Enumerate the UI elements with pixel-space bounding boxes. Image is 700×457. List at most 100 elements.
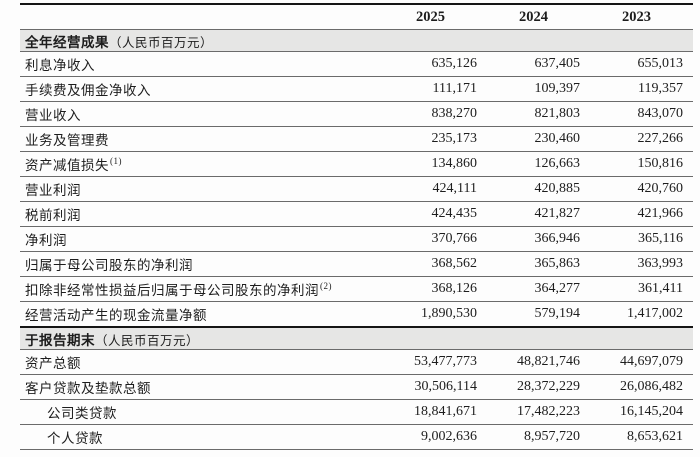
row-value-2023: 655,013: [637, 56, 684, 71]
row-value-2024: 421,827: [534, 206, 581, 221]
section-header-cell: 于报告期末（人民币百万元）: [20, 329, 693, 349]
row-label-cell: 税前利润: [20, 204, 384, 224]
table-row: 客户贷款及垫款总额 30,506,114 28,372,229 26,086,4…: [20, 375, 693, 400]
table-row: 经营活动产生的现金流量净额 1,890,530 579,194 1,417,00…: [20, 302, 693, 326]
row-value-2025: 1,890,530: [421, 306, 477, 321]
row-value-2025: 370,766: [431, 231, 478, 246]
row-label: 业务及管理费: [25, 133, 109, 148]
row-label: 税前利润: [25, 208, 81, 223]
row-value-2025: 368,126: [431, 281, 478, 296]
row-label: 利息净收入: [25, 58, 95, 73]
row-value-2024: 126,663: [534, 156, 581, 171]
section-rows: 利息净收入 635,126 637,405 655,013 手续费及佣金净收入 …: [20, 52, 693, 326]
section-title: 全年经营成果: [25, 34, 109, 50]
table-row: 营业收入 838,270 821,803 843,070: [20, 102, 693, 127]
row-footnote-marker: (2): [320, 281, 332, 291]
row-value-2025: 111,171: [432, 81, 477, 96]
table-row: 资产减值损失(1) 134,860 126,663 150,816: [20, 152, 693, 177]
row-label-cell: 资产减值损失(1): [20, 154, 384, 174]
row-value-2024: 364,277: [534, 281, 581, 296]
row-value-2023: 363,993: [637, 256, 684, 271]
row-value-2025: 53,477,773: [414, 354, 477, 369]
row-value-2024: 821,803: [534, 106, 581, 121]
row-value-2025: 30,506,114: [414, 379, 477, 394]
row-label-cell: 手续费及佣金净收入: [20, 79, 384, 99]
row-value-2025: 18,841,671: [414, 404, 477, 419]
column-header-2024: 2024: [519, 8, 548, 25]
row-value-2025: 838,270: [431, 106, 478, 121]
section-title: 于报告期末: [25, 332, 95, 348]
row-value-2025: 9,002,636: [421, 429, 477, 444]
row-label: 手续费及佣金净收入: [25, 83, 151, 98]
row-value-2024: 28,372,229: [517, 379, 580, 394]
section-unit-note: （人民币百万元）: [95, 333, 200, 348]
row-label-cell: 利息净收入: [20, 54, 384, 74]
year-header-row: 2025 2024 2023: [20, 3, 693, 30]
table-section: 于报告期末（人民币百万元） 资产总额 53,477,773 48,821,746…: [20, 326, 693, 450]
column-header-2025: 2025: [416, 8, 445, 25]
row-value-2024: 366,946: [534, 231, 581, 246]
table-row: 公司类贷款 18,841,671 17,482,223 16,145,204: [20, 400, 693, 425]
row-value-2023: 119,357: [638, 81, 683, 96]
table-row: 个人贷款 9,002,636 8,957,720 8,653,621: [20, 425, 693, 450]
row-label: 净利润: [25, 233, 67, 248]
row-label-cell: 营业收入: [20, 104, 384, 124]
row-value-2025: 134,860: [431, 156, 478, 171]
table-row: 利息净收入 635,126 637,405 655,013: [20, 52, 693, 77]
row-label: 公司类贷款: [47, 406, 117, 421]
row-label-cell: 归属于母公司股东的净利润: [20, 254, 384, 274]
row-value-2024: 420,885: [534, 181, 581, 196]
row-value-2023: 8,653,621: [627, 429, 683, 444]
row-label: 资产减值损失: [25, 158, 109, 173]
row-value-2024: 48,821,746: [517, 354, 580, 369]
column-header-2023: 2023: [622, 8, 651, 25]
row-value-2023: 1,417,002: [627, 306, 683, 321]
row-value-2025: 368,562: [431, 256, 478, 271]
row-value-2023: 227,266: [637, 131, 684, 146]
row-value-2025: 424,435: [431, 206, 478, 221]
row-value-2023: 365,116: [638, 231, 683, 246]
table-row: 归属于母公司股东的净利润 368,562 365,863 363,993: [20, 252, 693, 277]
row-label-cell: 客户贷款及垫款总额: [20, 377, 384, 397]
table-row: 资产总额 53,477,773 48,821,746 44,697,079: [20, 350, 693, 375]
row-label-cell: 经营活动产生的现金流量净额: [20, 304, 384, 324]
row-value-2025: 424,111: [432, 181, 477, 196]
table-row: 扣除非经常性损益后归属于母公司股东的净利润(2) 368,126 364,277…: [20, 277, 693, 302]
table-section: 全年经营成果（人民币百万元） 利息净收入 635,126 637,405 655…: [20, 30, 693, 326]
section-header-cell: 全年经营成果（人民币百万元）: [20, 31, 693, 51]
table-row: 净利润 370,766 366,946 365,116: [20, 227, 693, 252]
section-rows: 资产总额 53,477,773 48,821,746 44,697,079 客户…: [20, 350, 693, 450]
row-value-2024: 365,863: [534, 256, 581, 271]
section-unit-note: （人民币百万元）: [109, 35, 214, 50]
row-label: 归属于母公司股东的净利润: [25, 258, 193, 273]
table-row: 营业利润 424,111 420,885 420,760: [20, 177, 693, 202]
row-footnote-marker: (1): [110, 156, 122, 166]
row-value-2023: 420,760: [637, 181, 684, 196]
row-value-2023: 44,697,079: [620, 354, 683, 369]
row-value-2023: 16,145,204: [620, 404, 683, 419]
row-value-2025: 235,173: [431, 131, 478, 146]
section-header-row: 于报告期末（人民币百万元）: [20, 326, 693, 350]
row-value-2024: 17,482,223: [517, 404, 580, 419]
row-value-2023: 843,070: [637, 106, 684, 121]
row-label-cell: 资产总额: [20, 352, 384, 372]
row-value-2023: 361,411: [638, 281, 683, 296]
row-label: 扣除非经常性损益后归属于母公司股东的净利润: [25, 283, 319, 298]
row-label-cell: 公司类贷款: [20, 402, 384, 422]
row-label-cell: 净利润: [20, 229, 384, 249]
row-value-2023: 26,086,482: [620, 379, 683, 394]
row-value-2024: 579,194: [534, 306, 581, 321]
row-value-2024: 8,957,720: [524, 429, 580, 444]
financial-summary-table: 2025 2024 2023 全年经营成果（人民币百万元） 利息净收入 635,…: [20, 3, 693, 450]
row-label: 营业收入: [25, 108, 81, 123]
row-label-cell: 扣除非经常性损益后归属于母公司股东的净利润(2): [20, 279, 384, 299]
section-header-row: 全年经营成果（人民币百万元）: [20, 30, 693, 52]
row-label: 客户贷款及垫款总额: [25, 381, 151, 396]
row-label-cell: 营业利润: [20, 179, 384, 199]
table-sections: 全年经营成果（人民币百万元） 利息净收入 635,126 637,405 655…: [20, 30, 693, 450]
row-value-2024: 230,460: [534, 131, 581, 146]
row-label-cell: 业务及管理费: [20, 129, 384, 149]
row-label-cell: 个人贷款: [20, 427, 384, 447]
row-value-2023: 150,816: [637, 156, 684, 171]
row-label: 经营活动产生的现金流量净额: [25, 308, 207, 323]
